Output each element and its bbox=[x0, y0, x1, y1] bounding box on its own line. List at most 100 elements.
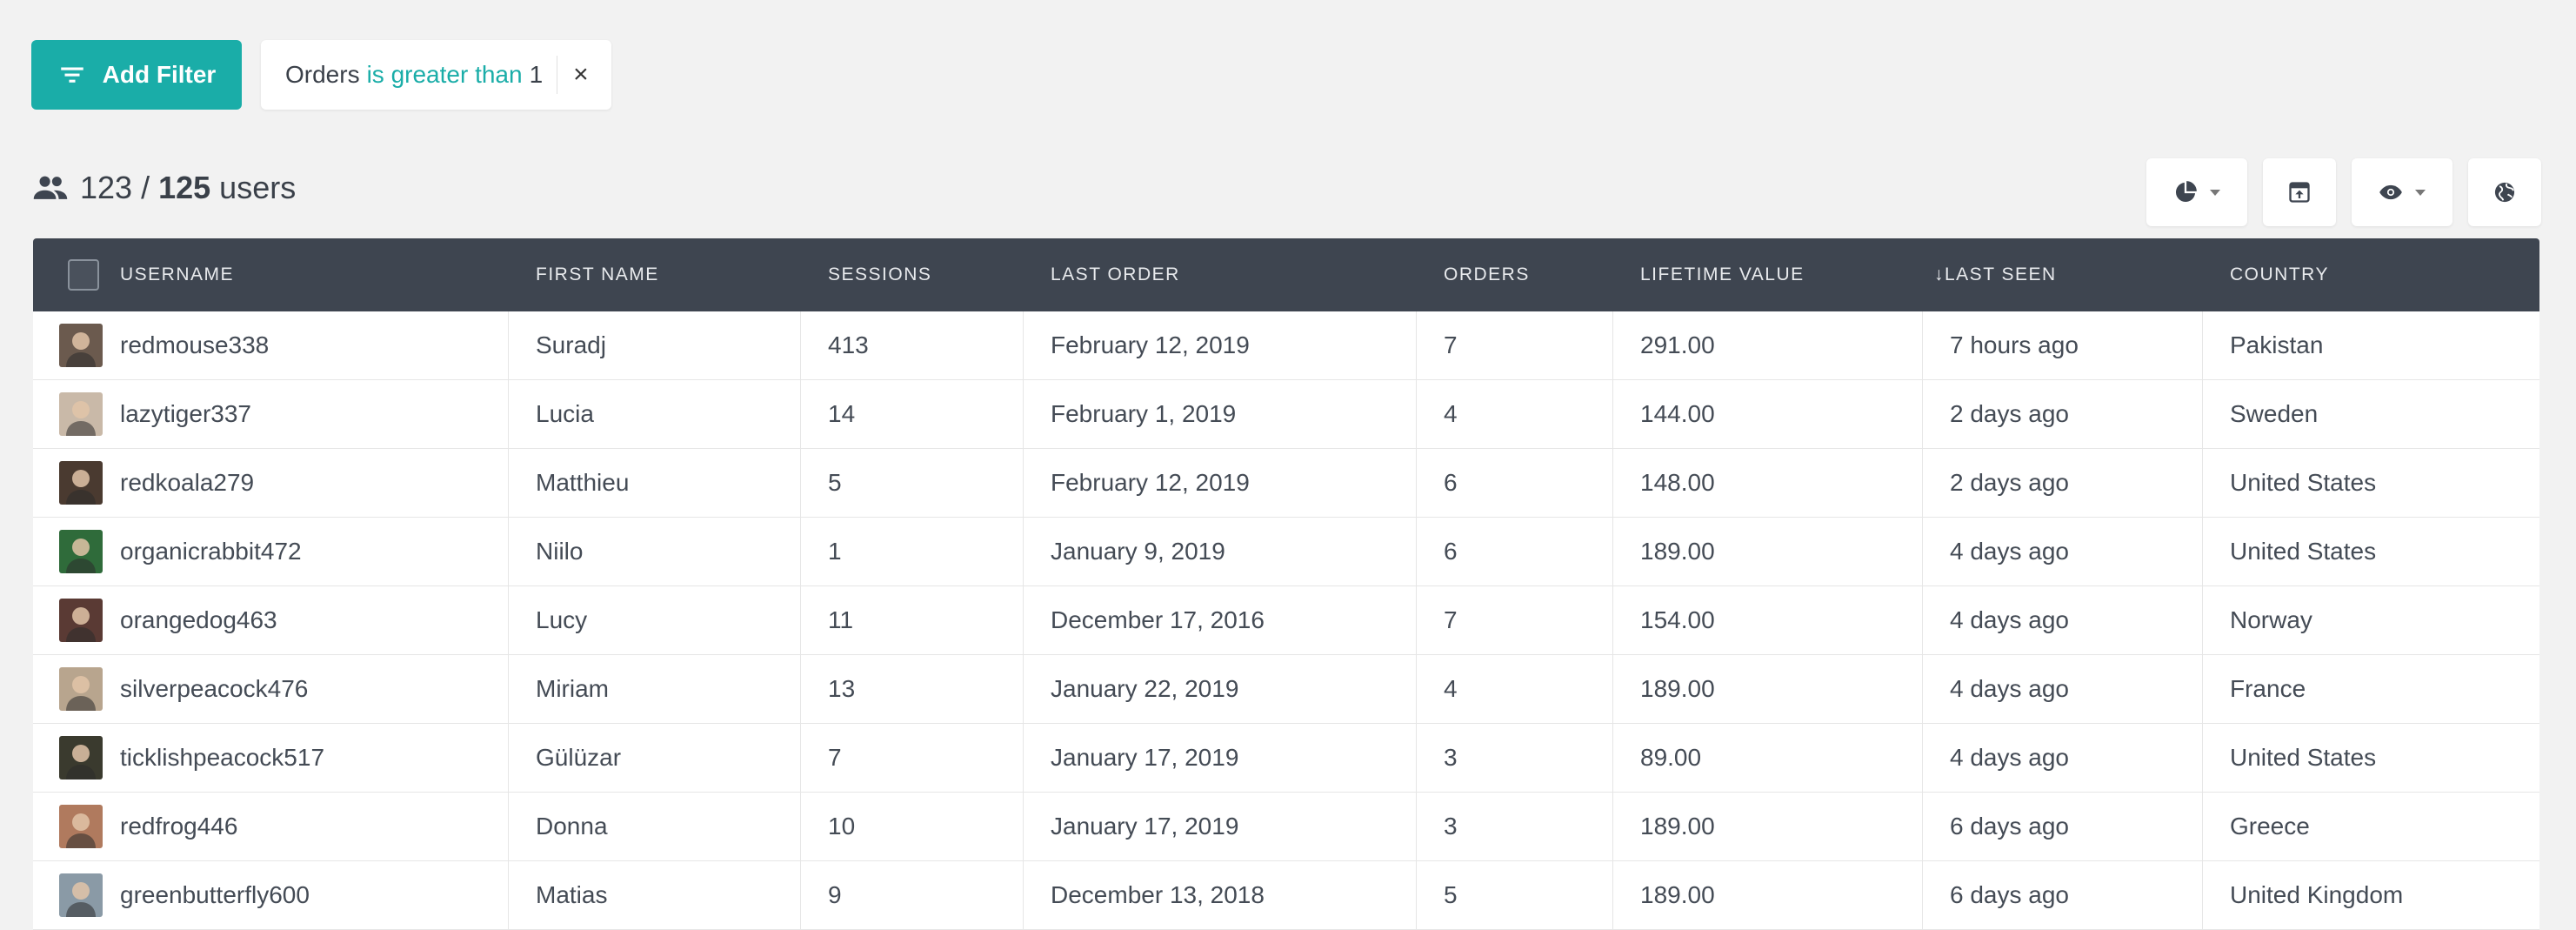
column-divider bbox=[2202, 724, 2203, 792]
column-header-username[interactable]: Username bbox=[120, 264, 235, 284]
table-row[interactable]: orangedog463 Lucy 11 December 17, 2016 7… bbox=[33, 586, 2539, 655]
cell-orders: 3 bbox=[1444, 813, 1458, 840]
table-row[interactable]: redfrog446 Donna 10 January 17, 2019 3 1… bbox=[33, 793, 2539, 861]
filter-operator[interactable]: is greater than bbox=[366, 61, 523, 88]
column-divider bbox=[2202, 311, 2203, 379]
avatar bbox=[59, 530, 103, 573]
column-divider bbox=[1416, 586, 1417, 654]
cell-orders: 4 bbox=[1444, 675, 1458, 702]
column-header-last-seen[interactable]: ↓Last Seen bbox=[1934, 264, 2057, 284]
column-divider bbox=[1023, 655, 1024, 723]
avatar bbox=[59, 392, 103, 436]
avatar bbox=[59, 805, 103, 848]
cell-first-name: Lucia bbox=[536, 400, 594, 427]
column-divider bbox=[1023, 861, 1024, 929]
cell-sessions: 11 bbox=[828, 606, 854, 633]
column-divider bbox=[800, 449, 801, 517]
column-divider bbox=[1612, 724, 1613, 792]
cell-sessions: 14 bbox=[828, 400, 856, 427]
column-header-sessions[interactable]: Sessions bbox=[828, 264, 932, 284]
table-row[interactable]: organicrabbit472 Niilo 1 January 9, 2019… bbox=[33, 518, 2539, 586]
cell-first-name: Matias bbox=[536, 881, 608, 908]
chevron-down-icon bbox=[2415, 189, 2426, 196]
table-row[interactable]: redmouse338 Suradj 413 February 12, 2019… bbox=[33, 311, 2539, 380]
column-divider bbox=[508, 724, 509, 792]
cell-country: United States bbox=[2230, 538, 2377, 565]
cell-first-name: Suradj bbox=[536, 331, 606, 358]
cell-first-name: Lucy bbox=[536, 606, 588, 633]
cell-username[interactable]: silverpeacock476 bbox=[120, 675, 309, 702]
cell-lifetime-value: 291.00 bbox=[1640, 331, 1715, 358]
export-icon bbox=[2289, 182, 2310, 203]
table-row[interactable]: lazytiger337 Lucia 14 February 1, 2019 4… bbox=[33, 380, 2539, 449]
column-header-lifetime-value[interactable]: Lifetime Value bbox=[1640, 264, 1805, 284]
column-header-country[interactable]: Country bbox=[2230, 264, 2329, 284]
column-divider bbox=[1612, 655, 1613, 723]
cell-orders: 5 bbox=[1444, 881, 1458, 908]
cell-lifetime-value: 189.00 bbox=[1640, 675, 1715, 702]
cell-last-order: January 22, 2019 bbox=[1051, 675, 1239, 702]
segments-button[interactable] bbox=[2146, 158, 2247, 226]
table-row[interactable]: ticklishpeacock517 Gülüzar 7 January 17,… bbox=[33, 724, 2539, 793]
column-divider bbox=[2202, 586, 2203, 654]
filter-value[interactable]: 1 bbox=[529, 61, 544, 88]
cell-country: United Kingdom bbox=[2230, 881, 2404, 908]
cell-sessions: 13 bbox=[828, 675, 856, 702]
users-icon bbox=[33, 176, 68, 199]
filter-chip[interactable]: Orders is greater than 1 × bbox=[261, 40, 611, 110]
column-divider bbox=[508, 449, 509, 517]
column-header-first-name[interactable]: First Name bbox=[536, 264, 659, 284]
map-view-button[interactable] bbox=[2468, 158, 2541, 226]
table-row[interactable]: redkoala279 Matthieu 5 February 12, 2019… bbox=[33, 449, 2539, 518]
total-count: 125 bbox=[158, 170, 211, 205]
export-button[interactable] bbox=[2263, 158, 2336, 226]
count-unit: users bbox=[219, 170, 297, 205]
cell-last-seen: 4 days ago bbox=[1950, 744, 2069, 771]
cell-username[interactable]: organicrabbit472 bbox=[120, 538, 302, 565]
column-divider bbox=[508, 518, 509, 585]
column-divider bbox=[2202, 380, 2203, 448]
column-header-last-order[interactable]: Last Order bbox=[1051, 264, 1180, 284]
cell-lifetime-value: 189.00 bbox=[1640, 813, 1715, 840]
column-divider bbox=[1023, 449, 1024, 517]
pie-chart-icon bbox=[2175, 181, 2197, 203]
cell-last-order: January 9, 2019 bbox=[1051, 538, 1225, 565]
cell-username[interactable]: ticklishpeacock517 bbox=[120, 744, 325, 771]
column-divider bbox=[1922, 518, 1923, 585]
column-divider bbox=[800, 861, 801, 929]
cell-lifetime-value: 144.00 bbox=[1640, 400, 1715, 427]
close-icon[interactable]: × bbox=[573, 60, 589, 89]
column-divider bbox=[1416, 380, 1417, 448]
column-header-orders[interactable]: Orders bbox=[1444, 264, 1530, 284]
cell-orders: 6 bbox=[1444, 469, 1458, 496]
avatar bbox=[59, 873, 103, 917]
cell-last-seen: 4 days ago bbox=[1950, 538, 2069, 565]
cell-username[interactable]: redfrog446 bbox=[120, 813, 238, 840]
avatar bbox=[59, 324, 103, 367]
table-row[interactable]: silverpeacock476 Miriam 13 January 22, 2… bbox=[33, 655, 2539, 724]
cell-first-name: Niilo bbox=[536, 538, 584, 565]
cell-username[interactable]: redkoala279 bbox=[120, 469, 255, 496]
select-all-checkbox[interactable] bbox=[68, 259, 99, 291]
cell-username[interactable]: redmouse338 bbox=[120, 331, 270, 358]
cell-last-order: December 13, 2018 bbox=[1051, 881, 1265, 908]
avatar bbox=[59, 667, 103, 711]
count-separator: / bbox=[141, 170, 150, 205]
cell-country: United States bbox=[2230, 744, 2377, 771]
column-divider bbox=[508, 655, 509, 723]
cell-orders: 6 bbox=[1444, 538, 1458, 565]
columns-visibility-button[interactable] bbox=[2352, 158, 2453, 226]
cell-orders: 7 bbox=[1444, 606, 1458, 633]
cell-username[interactable]: greenbutterfly600 bbox=[120, 881, 310, 908]
column-divider bbox=[2202, 861, 2203, 929]
cell-username[interactable]: lazytiger337 bbox=[120, 400, 251, 427]
add-filter-button[interactable]: Add Filter bbox=[31, 40, 242, 110]
column-divider bbox=[800, 655, 801, 723]
table-row[interactable]: greenbutterfly600 Matias 9 December 13, … bbox=[33, 861, 2539, 930]
cell-country: France bbox=[2230, 675, 2306, 702]
cell-username[interactable]: orangedog463 bbox=[120, 606, 277, 633]
column-divider bbox=[1922, 380, 1923, 448]
column-divider bbox=[1922, 449, 1923, 517]
cell-last-seen: 2 days ago bbox=[1950, 469, 2069, 496]
table-header: Username First Name Sessions Last Order … bbox=[33, 238, 2539, 311]
